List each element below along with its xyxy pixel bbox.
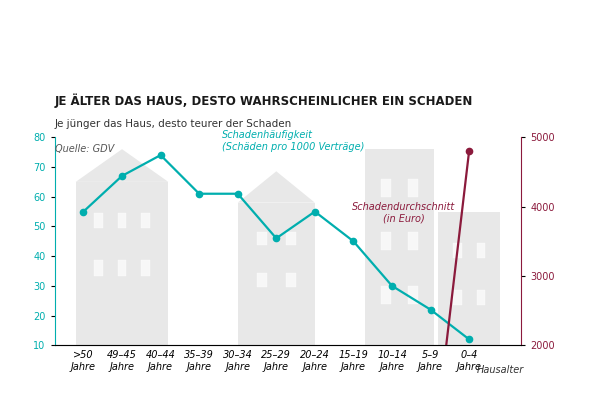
Bar [95,260,104,276]
Text: Hausalter: Hausalter [476,364,524,374]
Bar [285,232,296,245]
Bar [365,149,435,345]
Polygon shape [76,149,168,182]
Text: JE ÄLTER DAS HAUS, DESTO WAHRSCHEINLICHER EIN SCHADEN: JE ÄLTER DAS HAUS, DESTO WAHRSCHEINLICHE… [55,94,473,108]
Text: Schadenhäufigkeit
(Schäden pro 1000 Verträge): Schadenhäufigkeit (Schäden pro 1000 Vert… [222,130,365,152]
Polygon shape [238,171,315,203]
Bar [95,213,104,228]
Bar [408,178,418,197]
Bar [118,213,127,228]
Bar [141,260,150,276]
Bar [256,232,267,245]
Bar [238,203,315,345]
Bar [381,286,391,304]
Text: Je jünger das Haus, desto teurer der Schaden: Je jünger das Haus, desto teurer der Sch… [55,119,292,129]
Bar [118,260,127,276]
Bar [476,243,485,258]
Bar [381,232,391,250]
Bar [453,243,462,258]
Text: Schadendurchschnitt
(in Euro): Schadendurchschnitt (in Euro) [352,201,455,224]
Bar [381,178,391,197]
Bar [408,232,418,250]
Bar [256,273,267,287]
Bar [76,182,168,345]
Bar [285,273,296,287]
Bar [438,212,500,345]
Bar [476,290,485,305]
Bar [141,213,150,228]
Text: Quelle: GDV: Quelle: GDV [55,144,114,154]
Bar [408,286,418,304]
Bar [453,290,462,305]
